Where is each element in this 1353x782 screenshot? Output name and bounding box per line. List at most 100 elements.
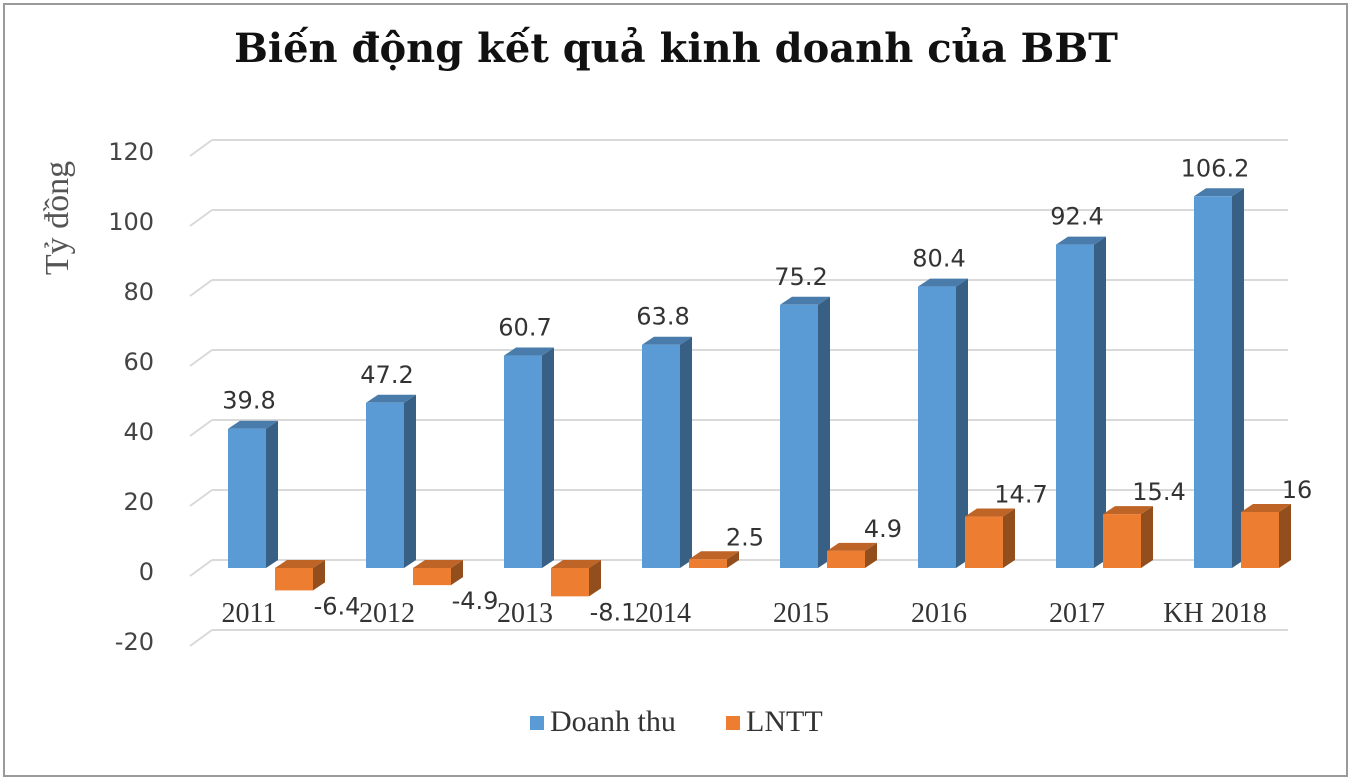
bar-side — [727, 551, 739, 568]
bar-top — [689, 551, 739, 560]
x-tick-label: KH 2018 — [1163, 598, 1266, 629]
bar-side — [266, 420, 278, 568]
bar-doanh-thu — [642, 336, 692, 568]
bar-front — [504, 355, 542, 568]
data-label: 80.4 — [912, 245, 965, 273]
bar-doanh-thu — [1194, 188, 1244, 569]
y-tick-label: -20 — [115, 628, 154, 656]
bar-top — [1241, 504, 1291, 512]
y-axis-label: Tỷ đồng — [39, 161, 76, 275]
bar-doanh-thu — [504, 347, 554, 568]
y-tick-label: 80 — [123, 278, 154, 306]
bar-front — [366, 402, 404, 568]
bar-side — [404, 394, 416, 568]
bar-doanh-thu — [918, 278, 968, 568]
bar-front — [965, 516, 1003, 568]
gridline-depth — [189, 489, 213, 507]
bar-lntt — [1103, 506, 1153, 568]
gridline-depth — [189, 419, 213, 437]
bar-front — [1056, 244, 1094, 568]
y-tick-label: 40 — [123, 418, 154, 446]
bar-side — [451, 560, 463, 586]
data-label: -4.9 — [452, 587, 499, 615]
y-tick-label: 60 — [123, 348, 154, 376]
bar-front — [1194, 196, 1232, 569]
y-tick-label: 20 — [123, 488, 154, 516]
gridline-depth — [189, 209, 213, 227]
bar-front — [551, 568, 589, 597]
bar-side — [1141, 506, 1153, 568]
x-tick-label: 2017 — [1049, 598, 1105, 629]
bar-side — [1094, 236, 1106, 568]
legend: Doanh thu LNTT — [530, 705, 823, 738]
data-label: 15.4 — [1132, 478, 1185, 506]
bar-lntt — [275, 560, 325, 591]
y-tick-label: 0 — [139, 558, 154, 586]
gridlines — [189, 139, 1288, 647]
bar-lntt — [827, 542, 877, 568]
legend-swatch — [530, 716, 544, 730]
chart-title: Biến động kết quả kinh doanh của BBT — [234, 25, 1118, 72]
bar-side — [865, 542, 877, 568]
bar-lntt — [1241, 504, 1291, 568]
legend-label: Doanh thu — [550, 705, 676, 738]
bar-top — [228, 420, 278, 429]
y-tick-label: 120 — [108, 138, 154, 166]
bar-side — [1003, 508, 1015, 568]
data-label: 63.8 — [636, 303, 689, 331]
bar-top — [413, 560, 463, 568]
data-label: 106.2 — [1181, 154, 1250, 182]
bar-front — [642, 344, 680, 568]
bar-top — [275, 560, 325, 568]
data-label: 4.9 — [864, 515, 902, 543]
data-label: -8.1 — [590, 598, 637, 626]
bar-top — [827, 542, 877, 551]
bar-doanh-thu — [228, 420, 278, 568]
x-tick-label: 2016 — [911, 598, 967, 629]
data-labels: 39.8 -6.4 47.2 -4.9 60.7 -8.1 63.8 2.5 75.2 4.9 80… — [222, 154, 1312, 626]
data-label: 39.8 — [222, 387, 275, 415]
bar-front — [780, 304, 818, 568]
bar-front — [228, 428, 266, 568]
x-tick-label: 2015 — [773, 598, 829, 629]
bar-doanh-thu — [780, 296, 830, 568]
bars — [228, 188, 1291, 597]
bar-front — [827, 550, 865, 568]
gridline-depth — [189, 279, 213, 297]
x-tick-label: 2011 — [222, 598, 277, 629]
bar-front — [275, 568, 313, 591]
bar-side — [680, 336, 692, 568]
bar-front — [1103, 514, 1141, 568]
gridline-depth — [189, 349, 213, 367]
data-label: 75.2 — [774, 263, 827, 291]
bar-side — [313, 560, 325, 591]
bar-side — [542, 347, 554, 568]
gridline-depth — [189, 629, 213, 647]
bar-top — [366, 394, 416, 403]
y-tick-label: 100 — [108, 208, 154, 236]
bar-front — [918, 286, 956, 568]
data-label: 2.5 — [726, 523, 764, 551]
x-tick-label: 2014 — [635, 598, 691, 629]
bar-side — [1279, 504, 1291, 568]
x-axis-ticks: 2011 2012 2013 2014 2015 2016 2017 KH 2018 — [222, 598, 1267, 629]
bar-top — [1194, 188, 1244, 197]
bar-side — [1232, 188, 1244, 569]
legend-label: LNTT — [746, 705, 823, 738]
bar-front — [1241, 512, 1279, 568]
data-label: -6.4 — [314, 592, 361, 620]
bar-top — [965, 508, 1015, 517]
bar-top — [780, 296, 830, 305]
legend-item: LNTT — [726, 705, 823, 738]
bar-side — [956, 278, 968, 568]
gridline-depth — [189, 139, 213, 157]
bar-top — [642, 336, 692, 345]
bar-top — [1103, 506, 1153, 515]
legend-swatch — [726, 716, 740, 730]
bar-top — [504, 347, 554, 356]
bar-lntt — [413, 560, 463, 586]
legend-item: Doanh thu — [530, 705, 676, 738]
bar-lntt — [689, 551, 739, 568]
bar-top — [551, 560, 601, 568]
x-tick-label: 2012 — [359, 598, 415, 629]
